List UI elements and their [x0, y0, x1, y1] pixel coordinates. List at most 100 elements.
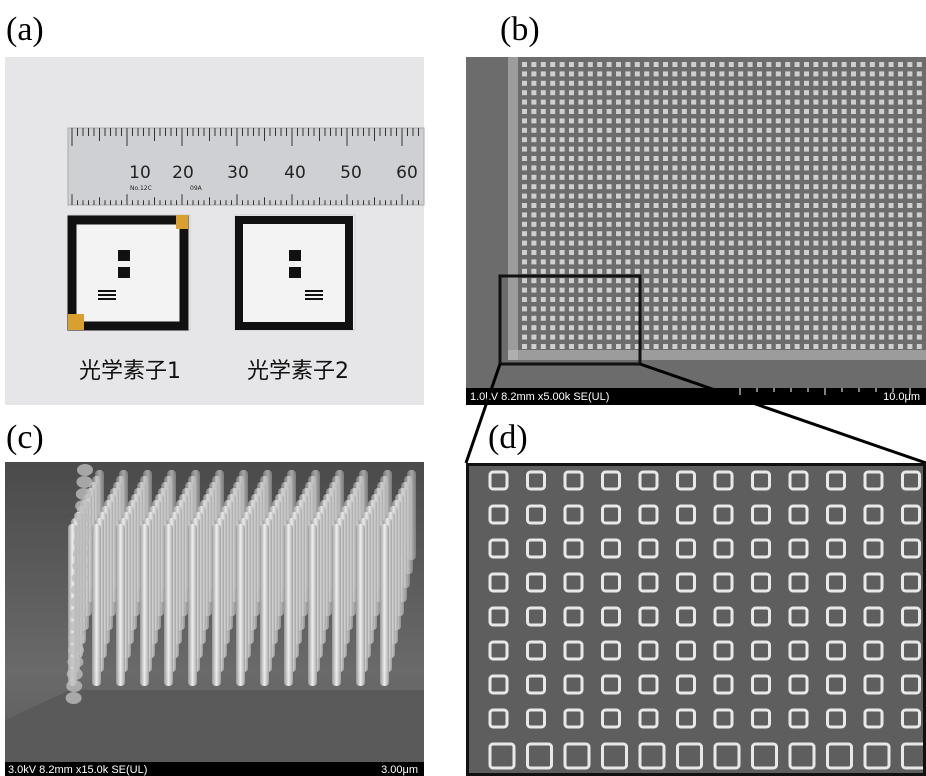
pillar-dot	[625, 109, 630, 114]
pillar-dot	[776, 288, 781, 293]
pillar-dot	[635, 241, 640, 246]
pillar-dot	[654, 241, 659, 246]
pillar-dot	[879, 335, 884, 340]
pillar-dot	[719, 269, 724, 274]
pillar-dot	[898, 335, 903, 340]
pillar-dot	[672, 259, 677, 264]
pillar-dot	[842, 231, 847, 236]
pillar-dot	[823, 222, 828, 227]
pillar-dot	[560, 147, 565, 152]
pillar-dot	[832, 90, 837, 95]
ruler-number: 40	[284, 163, 306, 183]
pillar-dot	[813, 156, 818, 161]
pillar-dot	[682, 203, 687, 208]
pillar-dot	[879, 128, 884, 133]
pillar-dot	[738, 222, 743, 227]
pillar-dot	[842, 335, 847, 340]
pillar-dot	[842, 156, 847, 161]
pillar-dot	[672, 212, 677, 217]
pillar-dot	[795, 100, 800, 105]
pillar-dot	[560, 222, 565, 227]
pillar-dot	[766, 184, 771, 189]
pillar-dot	[522, 278, 527, 283]
pillar-dot	[607, 269, 612, 274]
pillar-dot	[738, 194, 743, 199]
pillar-dot	[691, 156, 696, 161]
pillar-dot	[531, 278, 536, 283]
pillar-dot	[748, 118, 753, 123]
pillar-dot	[766, 128, 771, 133]
pillar-dot	[625, 344, 630, 349]
pillar-dot	[597, 147, 602, 152]
pillar-dot	[738, 306, 743, 311]
pillar-dot	[719, 335, 724, 340]
pillar-dot	[748, 222, 753, 227]
pillar-dot	[757, 128, 762, 133]
pillar-dot	[560, 212, 565, 217]
pillar-dot	[578, 306, 583, 311]
pillar-dot	[691, 241, 696, 246]
pillar-dot	[578, 71, 583, 76]
pillar-dot	[578, 62, 583, 67]
pillar-dot	[597, 316, 602, 321]
pillar-dot	[757, 325, 762, 330]
pillar-dot	[898, 71, 903, 76]
edge-bump	[75, 512, 91, 524]
pillar-dot	[635, 250, 640, 255]
pillar-dot	[672, 231, 677, 236]
pillar-dot	[635, 109, 640, 114]
ruler-number: 30	[227, 163, 249, 183]
pillar-dot	[738, 241, 743, 246]
pillar-dot	[738, 231, 743, 236]
pillar-dot	[541, 175, 546, 180]
pillar-dot	[832, 128, 837, 133]
pillar-dot	[607, 165, 612, 170]
pillar-dot	[531, 128, 536, 133]
pillar-dot	[597, 128, 602, 133]
pillar-dot	[663, 231, 668, 236]
pillar-dot	[560, 288, 565, 293]
pillar-dot	[644, 278, 649, 283]
pillar-dot	[588, 109, 593, 114]
pillar-dot	[719, 71, 724, 76]
pillar-dot	[522, 118, 527, 123]
pillar-dot	[616, 222, 621, 227]
pillar-dot	[710, 269, 715, 274]
pillar-dot	[766, 71, 771, 76]
pillar-dot	[851, 269, 856, 274]
pillar-dot	[710, 128, 715, 133]
pillar-dot	[569, 100, 574, 105]
pillar-dot	[766, 137, 771, 142]
pillar-dot	[654, 222, 659, 227]
pillar-dot	[635, 203, 640, 208]
pillar-dot	[607, 184, 612, 189]
pillar-dot	[889, 269, 894, 274]
pillar-dot	[578, 147, 583, 152]
pillar-dot	[541, 241, 546, 246]
pillar-dot	[860, 109, 865, 114]
pillar-dot	[531, 325, 536, 330]
pillar-dot	[738, 71, 743, 76]
pillar-dot	[522, 306, 527, 311]
pillar-dot	[550, 62, 555, 67]
pillar-dot	[804, 137, 809, 142]
pillar-dot	[785, 128, 790, 133]
pillar-dot	[813, 90, 818, 95]
edge-bump	[70, 608, 86, 620]
pillar-dot	[738, 212, 743, 217]
pillar-dot	[842, 259, 847, 264]
pillar-dot	[560, 100, 565, 105]
pillar-dot	[672, 203, 677, 208]
pillar-dot	[719, 118, 724, 123]
pillar-dot	[823, 212, 828, 217]
pillar-dot	[738, 297, 743, 302]
pillar-dot	[616, 118, 621, 123]
pillar-dot	[691, 297, 696, 302]
pillar-dot	[691, 147, 696, 152]
pillar-dot	[813, 269, 818, 274]
pillar-dot	[663, 109, 668, 114]
pillar-dot	[860, 231, 865, 236]
pillar-dot	[597, 165, 602, 170]
pillar-dot	[550, 231, 555, 236]
pillar-dot	[766, 90, 771, 95]
